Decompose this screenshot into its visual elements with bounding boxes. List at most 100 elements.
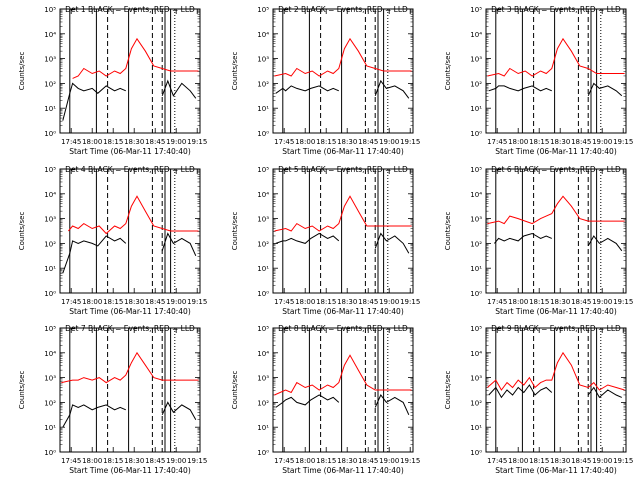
y-tick-label: 10¹ [470, 424, 482, 432]
y-tick-label: 10¹ [470, 105, 482, 113]
x-tick-label: 18:15 [316, 138, 336, 146]
x-tick-label: 19:15 [400, 138, 420, 146]
x-tick-label: 18:30 [337, 298, 357, 306]
y-tick-label: 10⁵ [44, 325, 56, 333]
y-tick-label: 10⁰ [470, 449, 482, 457]
y-axis-label: Counts/sec [18, 212, 26, 251]
series-line-events [62, 232, 197, 274]
y-tick-label: 10³ [470, 375, 482, 383]
y-tick-label: 10⁴ [257, 31, 269, 39]
x-tick-label: 19:15 [400, 457, 420, 465]
y-tick-label: 10⁴ [470, 350, 482, 358]
panel-det-5: 10⁰ 10¹ 10² 10³ 10⁴ 10⁵ 17:45 18:00 18:15 18:30 18… [231, 165, 420, 316]
y-tick-label: 10⁴ [44, 350, 56, 358]
panel-title: Det 7 BLACK = Events, RED = LLD [65, 324, 195, 333]
x-tick-label: 19:00 [379, 298, 399, 306]
x-tick-label: 18:15 [529, 457, 549, 465]
x-axis-label: Start Time (06-Mar-11 17:40:40) [495, 307, 617, 316]
y-tick-label: 10² [470, 240, 482, 248]
y-tick-label: 10⁴ [470, 191, 482, 199]
x-tick-label: 18:45 [145, 298, 165, 306]
y-tick-label: 10² [257, 80, 269, 88]
x-tick-label: 17:45 [487, 138, 507, 146]
x-tick-label: 18:15 [529, 298, 549, 306]
y-tick-label: 10⁵ [257, 166, 269, 174]
y-tick-label: 10⁴ [257, 350, 269, 358]
x-tick-label: 18:30 [124, 298, 144, 306]
x-tick-label: 19:15 [187, 138, 207, 146]
x-tick-label: 18:00 [295, 457, 315, 465]
x-tick-label: 18:15 [316, 298, 336, 306]
x-tick-label: 19:00 [166, 298, 186, 306]
x-tick-label: 18:00 [82, 457, 102, 465]
panel-det-9: 10⁰ 10¹ 10² 10³ 10⁴ 10⁵ 17:45 18:00 18:15 18:30 18… [444, 324, 633, 475]
panel-title: Det 1 BLACK = Events, RED = LLD [65, 5, 195, 14]
y-tick-label: 10⁰ [257, 290, 269, 298]
x-tick-label: 18:00 [508, 298, 528, 306]
y-axis-label: Counts/sec [444, 212, 452, 251]
y-tick-label: 10⁴ [44, 31, 56, 39]
panel-title: Det 2 BLACK = Events, RED = LLD [278, 5, 408, 14]
x-tick-label: 17:45 [61, 138, 81, 146]
panel-det-2: 10⁰ 10¹ 10² 10³ 10⁴ 10⁵ 17:45 18:00 18:15 18:30 18… [231, 5, 420, 156]
x-tick-label: 18:30 [124, 138, 144, 146]
y-tick-label: 10² [470, 80, 482, 88]
panel-title: Det 9 BLACK = Events, RED = LLD [491, 324, 621, 333]
x-tick-label: 18:00 [295, 298, 315, 306]
y-axis-label: Counts/sec [444, 371, 452, 410]
y-tick-label: 10⁵ [470, 325, 482, 333]
x-tick-label: 18:00 [82, 298, 102, 306]
x-tick-label: 19:15 [613, 457, 633, 465]
y-tick-label: 10¹ [44, 265, 56, 273]
y-tick-label: 10⁵ [470, 166, 482, 174]
y-tick-label: 10² [44, 399, 56, 407]
y-tick-label: 10⁰ [470, 290, 482, 298]
x-tick-label: 18:30 [337, 457, 357, 465]
y-tick-label: 10⁵ [257, 325, 269, 333]
x-tick-label: 19:00 [592, 457, 612, 465]
y-tick-label: 10¹ [470, 265, 482, 273]
y-tick-label: 10³ [257, 56, 269, 64]
series-line-events [494, 232, 623, 252]
series-line-lld [274, 354, 412, 396]
y-tick-label: 10¹ [44, 105, 56, 113]
x-tick-label: 19:00 [379, 138, 399, 146]
y-axis-label: Counts/sec [231, 212, 239, 251]
series-line-lld [487, 37, 625, 77]
y-tick-label: 10⁰ [44, 290, 56, 298]
x-tick-label: 17:45 [274, 457, 294, 465]
x-tick-label: 19:00 [592, 298, 612, 306]
x-tick-label: 18:30 [337, 138, 357, 146]
x-tick-label: 18:15 [103, 298, 123, 306]
y-tick-label: 10² [257, 240, 269, 248]
series-line-lld [487, 351, 625, 391]
x-tick-label: 18:30 [550, 457, 570, 465]
y-tick-label: 10³ [470, 56, 482, 64]
series-line-lld [61, 351, 199, 384]
series-line-lld [274, 195, 412, 232]
panel-det-6: 10⁰ 10¹ 10² 10³ 10⁴ 10⁵ 17:45 18:00 18:15 18:30 18… [444, 165, 633, 316]
panel-det-4: 10⁰ 10¹ 10² 10³ 10⁴ 10⁵ 17:45 18:00 18:15 18:30 18… [18, 165, 207, 316]
x-tick-label: 19:00 [166, 457, 186, 465]
plot-frame [59, 168, 201, 294]
panel-title: Det 5 BLACK = Events, RED = LLD [278, 165, 408, 174]
x-tick-label: 19:15 [613, 298, 633, 306]
series-line-lld [487, 195, 625, 225]
x-tick-label: 17:45 [274, 298, 294, 306]
y-tick-label: 10⁵ [44, 6, 56, 14]
panel-title: Det 8 BLACK = Events, RED = LLD [278, 324, 408, 333]
x-tick-label: 18:45 [358, 138, 378, 146]
series-line-events [275, 79, 410, 99]
x-tick-label: 19:15 [400, 298, 420, 306]
series-line-events [488, 384, 622, 399]
plot-frame [59, 327, 201, 453]
x-axis-label: Start Time (06-Mar-11 17:40:40) [495, 466, 617, 475]
y-tick-label: 10³ [44, 56, 56, 64]
series-line-lld [68, 195, 199, 235]
x-tick-label: 18:15 [103, 138, 123, 146]
plot-frame [485, 327, 627, 453]
series-line-events [275, 394, 410, 416]
y-tick-label: 10⁴ [44, 191, 56, 199]
y-tick-label: 10³ [44, 375, 56, 383]
x-tick-label: 18:15 [316, 457, 336, 465]
